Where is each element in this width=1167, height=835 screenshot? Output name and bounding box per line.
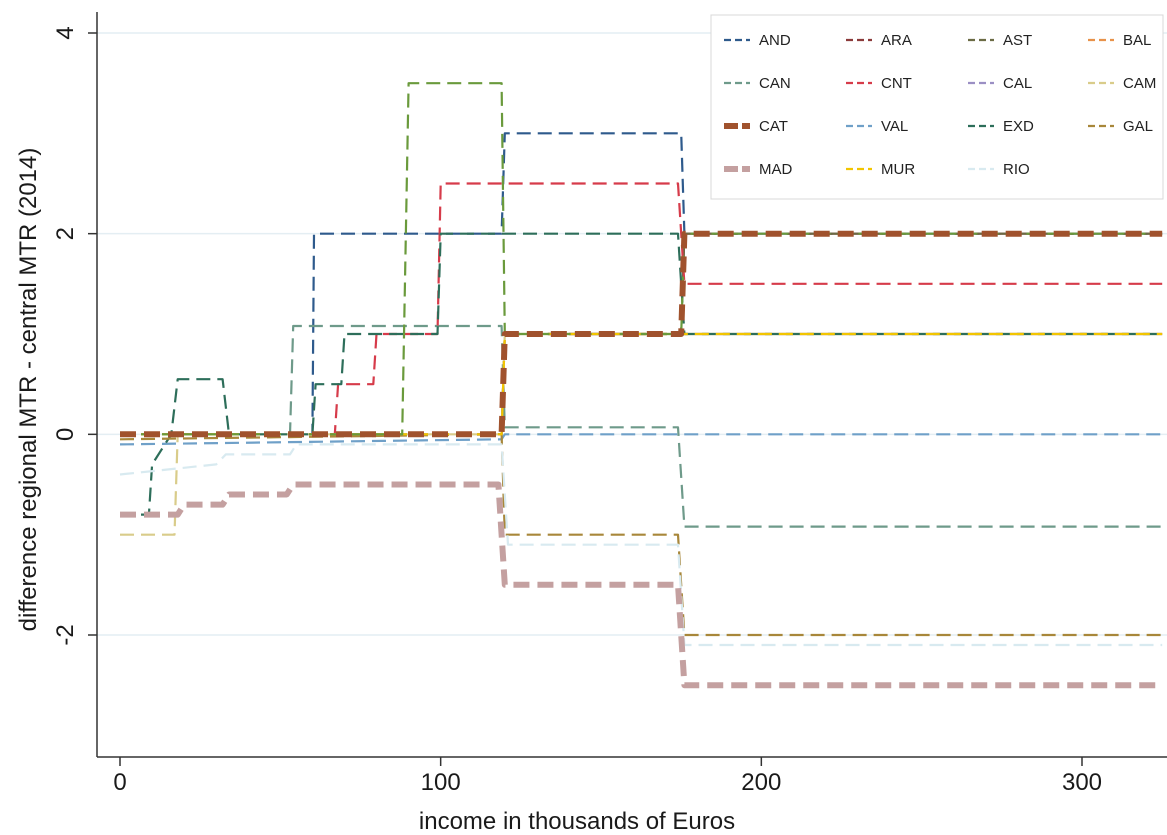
y-tick-label: -2 (52, 624, 79, 645)
legend-label-cam: CAM (1123, 75, 1156, 92)
y-tick-label: 4 (52, 26, 79, 39)
series-line-cnt (120, 182, 1163, 436)
legend-label-cnt: CNT (881, 75, 912, 92)
legend: AND ARA AST BAL CAN CNT CAL CAM CAT VAL EXD GAL MAD M… (710, 14, 1164, 200)
x-tick-label: 300 (1062, 769, 1102, 796)
legend-label-cal: CAL (1003, 75, 1032, 92)
series-line-val (119, 433, 1163, 446)
legend-label-val: VAL (881, 118, 908, 135)
legend-label-can: CAN (759, 75, 791, 92)
legend-label-and: AND (759, 32, 791, 49)
x-tick-label: 200 (741, 769, 781, 796)
y-tick-label: 2 (52, 227, 79, 240)
series-line-exd (120, 232, 1163, 516)
legend-label-ast: AST (1003, 32, 1032, 49)
x-axis-title: income in thousands of Euros (419, 808, 735, 835)
legend-label-bal: BAL (1123, 32, 1151, 49)
legend-label-cat: CAT (759, 118, 788, 135)
legend-label-ara: ARA (881, 32, 912, 49)
legend-label-exd: EXD (1003, 118, 1034, 135)
axes: 4 2 0 -2 0 100 200 300 (52, 12, 1167, 796)
y-tick-label: 0 (52, 428, 79, 441)
legend-label-rio: RIO (1003, 161, 1030, 178)
legend-label-mad: MAD (759, 161, 793, 178)
legend-box (710, 14, 1164, 200)
series-line-cat (120, 230, 1163, 438)
x-tick-label: 0 (113, 769, 126, 796)
series-lines (119, 82, 1163, 689)
legend-label-mur: MUR (881, 161, 915, 178)
x-tick-label: 100 (421, 769, 461, 796)
series-line-mad (120, 481, 1163, 689)
legend-label-gal: GAL (1123, 118, 1153, 135)
series-line-unnamed (120, 82, 1163, 436)
y-axis-title: difference regional MTR - central MTR (2… (15, 148, 42, 632)
